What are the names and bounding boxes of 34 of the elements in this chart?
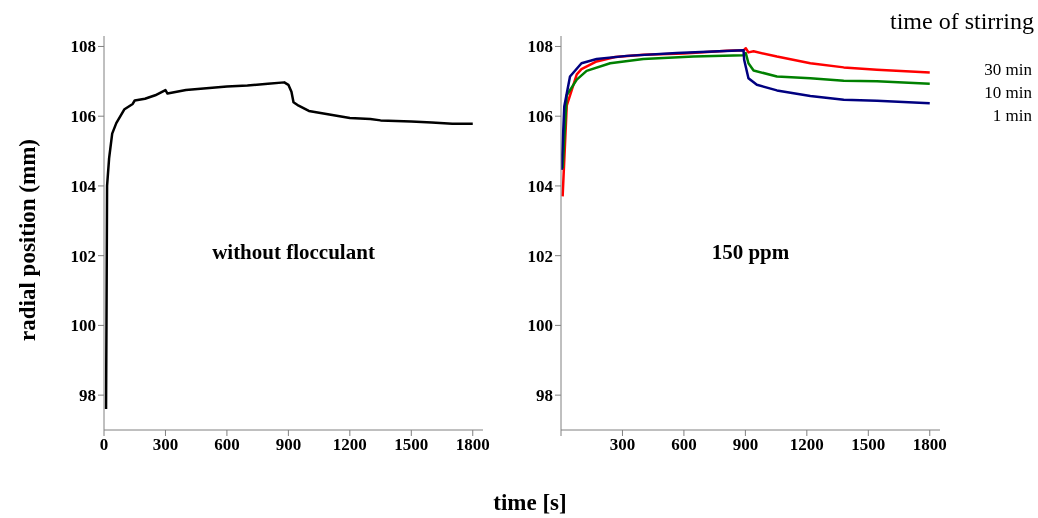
x-tick-label: 1500 [851,435,886,455]
x-tick-label: 600 [214,435,240,455]
x-tick-label: 300 [152,435,179,455]
y-tick-label: 108 [70,37,96,57]
annotation: without flocculant [211,240,376,265]
y-tick-label: 102 [527,246,553,266]
y-axis-title: radial position (mm) [15,139,41,341]
x-axis-title: time [s] [492,490,568,516]
x-tick-label: 0 [99,435,109,455]
text: 1 min [991,105,1032,127]
line-series [104,81,475,411]
y-tick-label: 104 [70,176,97,196]
x-tick-label: 1800 [455,435,490,455]
y-tick-label: 106 [70,107,96,127]
y-tick-label: 108 [527,37,553,57]
y-tick-label: 100 [70,316,96,336]
text: 30 min [983,59,1032,81]
y-tick-label: 98 [79,386,96,406]
x-tick-label: 1200 [789,435,824,455]
x-tick-label: 1800 [912,435,947,455]
annotation: 150 ppm [710,240,791,265]
x-tick-label: 900 [275,435,302,455]
y-tick-label: 102 [70,246,96,266]
y-tick-label: 104 [527,176,554,196]
text: 10 min [983,82,1032,104]
x-tick-label: 1200 [332,435,367,455]
x-tick-label: 600 [671,435,697,455]
y-tick-label: 100 [527,316,553,336]
legend-title: time of stirring [890,8,1034,35]
y-tick-label: 106 [527,107,553,127]
y-tick-label: 98 [536,386,553,406]
x-tick-label: 1500 [394,435,429,455]
x-tick-label: 300 [609,435,636,455]
x-tick-label: 900 [732,435,759,455]
